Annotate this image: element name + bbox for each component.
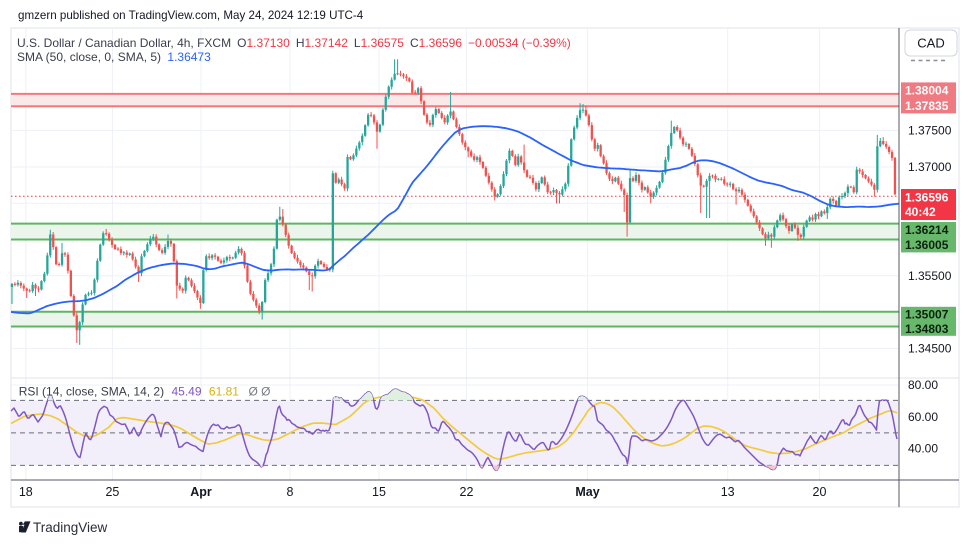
svg-text:40.00: 40.00: [908, 442, 938, 456]
svg-text:1.36596: 1.36596: [905, 190, 949, 204]
svg-text:13: 13: [721, 485, 735, 499]
svg-text:18: 18: [19, 485, 33, 499]
svg-text:1.36005: 1.36005: [905, 238, 949, 252]
svg-text:1.35007: 1.35007: [905, 307, 949, 321]
svg-text:8: 8: [287, 485, 294, 499]
svg-text:gmzern published on TradingVie: gmzern published on TradingView.com, May…: [18, 9, 364, 22]
svg-text:1.37835: 1.37835: [905, 99, 949, 113]
svg-text:60.00: 60.00: [908, 410, 938, 424]
svg-text:22: 22: [460, 485, 474, 499]
svg-text:1.36214: 1.36214: [905, 223, 949, 237]
svg-text:CAD: CAD: [917, 36, 944, 51]
svg-text:40:42: 40:42: [905, 205, 936, 219]
svg-text:20: 20: [813, 485, 827, 499]
svg-text:1.37000: 1.37000: [908, 160, 952, 174]
svg-text:25: 25: [105, 485, 119, 499]
svg-text:1.34803: 1.34803: [905, 322, 949, 336]
svg-text:Apr: Apr: [190, 485, 212, 499]
svg-text:1.38004: 1.38004: [905, 84, 949, 98]
svg-text:TradingView: TradingView: [33, 520, 108, 535]
svg-text:80.00: 80.00: [908, 378, 938, 392]
svg-text:SMA (50, close, 0, SMA, 5) 1.3: SMA (50, close, 0, SMA, 5) 1.36473: [17, 50, 211, 64]
svg-text:15: 15: [372, 485, 386, 499]
svg-text:1.34500: 1.34500: [908, 342, 952, 356]
svg-text:May: May: [575, 485, 599, 499]
svg-text:1.35500: 1.35500: [908, 269, 952, 283]
svg-text:RSI (14, close, SMA, 14, 2)45.: RSI (14, close, SMA, 14, 2) 45.49 61.81 Ø Ø: [19, 385, 271, 399]
svg-text:1.37500: 1.37500: [908, 124, 952, 138]
